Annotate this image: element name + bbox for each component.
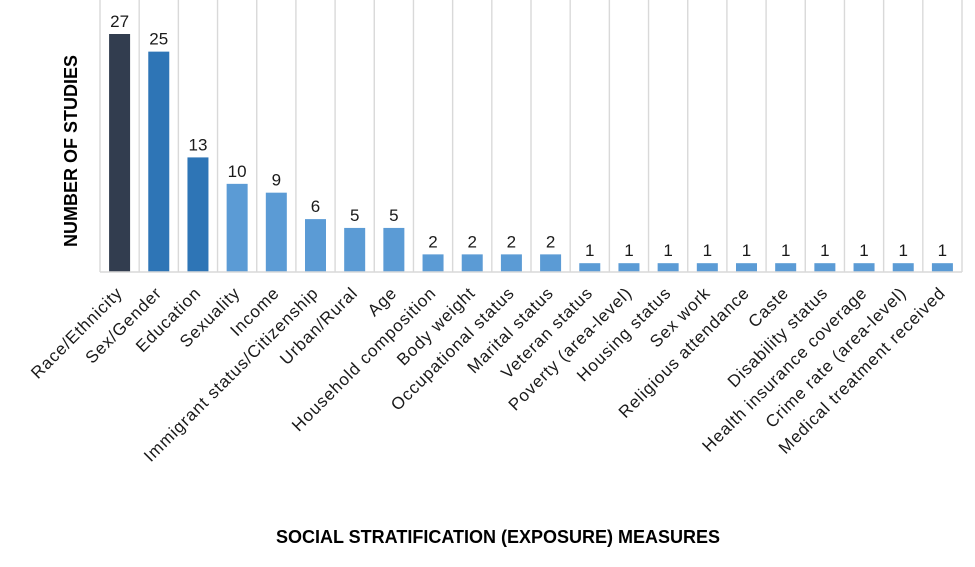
value-label: 27 [110,12,129,31]
value-label: 1 [624,241,633,260]
bar [775,263,797,272]
x-axis-title: SOCIAL STRATIFICATION (EXPOSURE) MEASURE… [276,527,720,547]
bar [109,34,131,272]
bar [657,263,679,272]
bar [579,263,601,272]
bar [736,263,757,272]
bar [148,51,170,272]
bar [931,263,953,272]
bar [461,254,483,272]
value-label: 25 [149,30,168,49]
bar [344,227,366,272]
value-label: 2 [428,232,437,251]
value-label: 2 [507,232,516,251]
value-label: 1 [781,241,790,260]
x-tick-labels: Race/EthnicitySex/GenderEducationSexuali… [27,283,949,465]
gridlines [99,0,963,272]
bar [226,183,248,272]
value-label: 10 [228,162,247,181]
bar [814,263,836,272]
value-label: 1 [898,241,907,260]
bar [265,192,287,272]
bar [500,254,522,272]
bars [109,34,953,272]
bar [696,263,718,272]
value-label: 1 [820,241,829,260]
value-label: 13 [188,135,207,154]
value-label: 6 [311,197,320,216]
value-label: 5 [350,206,359,225]
bar [540,254,562,272]
bar [383,227,405,272]
value-label: 2 [546,232,555,251]
value-label: 1 [703,241,712,260]
value-label: 1 [663,241,672,260]
bar [305,219,326,272]
bar [422,254,444,272]
value-label: 1 [585,241,594,260]
value-label: 5 [389,206,398,225]
value-label: 1 [859,241,868,260]
bar [892,263,914,272]
bar [853,263,875,272]
y-axis-title: NUMBER OF STUDIES [61,55,81,247]
value-label: 9 [272,171,281,190]
value-label: 1 [938,241,947,260]
value-label: 2 [467,232,476,251]
value-label: 1 [742,241,751,260]
bar [187,157,209,272]
bar [618,263,640,272]
value-labels: 27 25 13 10 9 6 5 5 2 2 2 2 1 1 1 1 1 1 1 1 1 1 [110,12,947,260]
